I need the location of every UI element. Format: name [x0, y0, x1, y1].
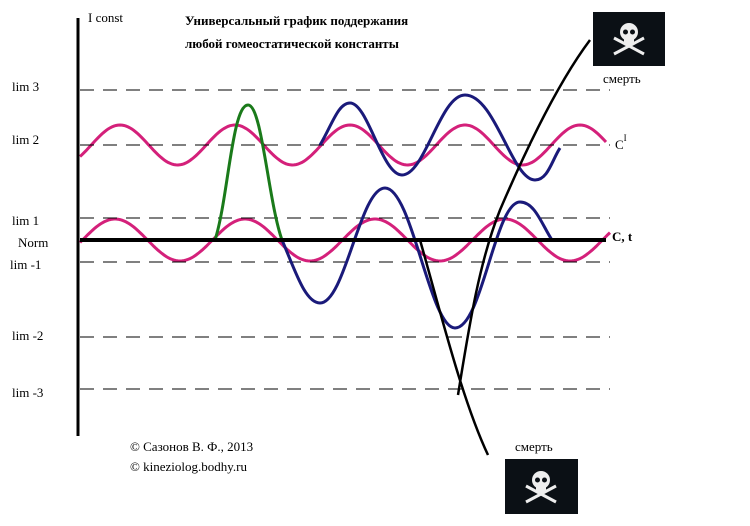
skull-icon [593, 12, 665, 66]
skull-icon [505, 459, 578, 514]
curve-blue [280, 186, 554, 330]
eye [630, 29, 635, 35]
curve-label: C, t [612, 229, 633, 244]
skull [532, 471, 550, 489]
axis-label: I const [88, 10, 123, 25]
curve-blue [318, 93, 562, 182]
skull [620, 23, 638, 41]
curve-black [418, 239, 490, 456]
bone [525, 484, 557, 504]
overlay [213, 39, 592, 456]
eye [535, 477, 540, 483]
level-label: lim 3 [12, 79, 39, 94]
title: Универсальный график поддержания [185, 13, 408, 28]
credit: © kineziolog.bodhy.ru [130, 459, 247, 474]
level-label: lim -2 [12, 328, 43, 343]
curve-pink [78, 217, 612, 263]
credit: © Сазонов В. Ф., 2013 [130, 439, 253, 454]
level-label: lim 1 [12, 213, 39, 228]
jaw [536, 487, 546, 493]
curve-black [456, 39, 592, 396]
curve-label-text: C [615, 137, 624, 152]
curve-green [213, 103, 284, 241]
bone [613, 36, 645, 56]
level-label: Norm [18, 235, 48, 250]
death-label: смерть [515, 439, 553, 454]
jaw [624, 39, 634, 45]
eye [542, 477, 547, 483]
death-label: смерть [603, 71, 641, 86]
level-label: lim 2 [12, 132, 39, 147]
level-label: lim -1 [10, 257, 41, 272]
curve-label-sup: I [624, 133, 627, 143]
curve-label: CI [615, 133, 627, 152]
title: любой гомеостатической константы [185, 36, 399, 51]
level-label: lim -3 [12, 385, 43, 400]
eye [623, 29, 628, 35]
